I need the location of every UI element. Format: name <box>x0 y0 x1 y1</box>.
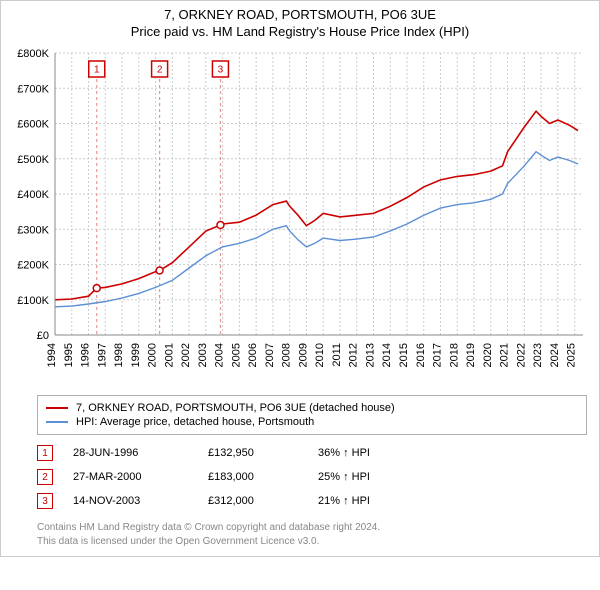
x-axis-label: 1995 <box>63 343 75 367</box>
legend-row: HPI: Average price, detached house, Port… <box>46 415 578 429</box>
x-axis-label: 2017 <box>432 343 444 367</box>
x-axis-label: 2000 <box>147 343 159 367</box>
y-axis-label: £800K <box>17 48 49 60</box>
legend-swatch <box>46 407 68 409</box>
legend-label: 7, ORKNEY ROAD, PORTSMOUTH, PO6 3UE (det… <box>76 402 395 414</box>
x-axis-label: 2018 <box>448 343 460 367</box>
sale-point-dot <box>156 267 163 274</box>
x-axis-label: 2023 <box>532 343 544 367</box>
sales-index-box: 1 <box>37 445 53 461</box>
sales-date: 27-MAR-2000 <box>73 471 188 483</box>
sales-date: 14-NOV-2003 <box>73 495 188 507</box>
y-axis-label: £0 <box>37 330 49 342</box>
sales-vs-hpi: 25% ↑ HPI <box>318 471 418 483</box>
sales-vs-hpi: 36% ↑ HPI <box>318 447 418 459</box>
x-axis-label: 2004 <box>214 343 226 367</box>
sales-index-box: 3 <box>37 493 53 509</box>
footer-line2: This data is licensed under the Open Gov… <box>37 535 587 549</box>
sales-table: 1 28-JUN-1996 £132,950 36% ↑ HPI 2 27-MAR-200… <box>37 441 587 513</box>
x-axis-label: 2022 <box>515 343 527 367</box>
x-axis-label: 2019 <box>465 343 477 367</box>
x-axis-label: 2006 <box>247 343 259 367</box>
x-axis-label: 2016 <box>415 343 427 367</box>
legend-swatch <box>46 421 68 423</box>
y-axis-label: £500K <box>17 154 49 166</box>
x-axis-label: 1994 <box>46 343 58 367</box>
attribution-footer: Contains HM Land Registry data © Crown c… <box>37 521 587 548</box>
x-axis-label: 2013 <box>364 343 376 367</box>
legend-box: 7, ORKNEY ROAD, PORTSMOUTH, PO6 3UE (det… <box>37 395 587 435</box>
title-block: 7, ORKNEY ROAD, PORTSMOUTH, PO6 3UE Pric… <box>1 1 599 43</box>
y-axis-label: £400K <box>17 189 49 201</box>
x-axis-label: 2021 <box>499 343 511 367</box>
sale-point-dot <box>217 222 224 229</box>
x-axis-label: 2024 <box>549 343 561 367</box>
sales-row: 1 28-JUN-1996 £132,950 36% ↑ HPI <box>37 441 587 465</box>
title-subtitle: Price paid vs. HM Land Registry's House … <box>1 24 599 39</box>
x-axis-label: 2003 <box>197 343 209 367</box>
legend-row: 7, ORKNEY ROAD, PORTSMOUTH, PO6 3UE (det… <box>46 401 578 415</box>
x-axis-label: 1996 <box>80 343 92 367</box>
sale-marker-number: 2 <box>157 65 163 76</box>
y-axis-label: £300K <box>17 224 49 236</box>
series-property <box>55 111 578 300</box>
sale-point-dot <box>93 285 100 292</box>
sales-price: £312,000 <box>208 495 298 507</box>
y-axis-label: £600K <box>17 119 49 131</box>
chart-container: 7, ORKNEY ROAD, PORTSMOUTH, PO6 3UE Pric… <box>0 0 600 557</box>
sale-marker-number: 1 <box>94 65 100 76</box>
price-chart-svg: £0 £100K £200K £300K £400K £500K £600K £700K £80… <box>11 47 591 387</box>
x-axis-label: 2011 <box>331 343 343 367</box>
x-axis-label: 2010 <box>314 343 326 367</box>
chart-area: £0 £100K £200K £300K £400K £500K £600K £700K £80… <box>1 43 599 387</box>
footer-line1: Contains HM Land Registry data © Crown c… <box>37 521 587 535</box>
x-axis-label: 2001 <box>163 343 175 367</box>
legend-label: HPI: Average price, detached house, Port… <box>76 416 314 428</box>
x-axis-label: 1998 <box>113 343 125 367</box>
x-axis-label: 2014 <box>381 343 393 367</box>
sales-vs-hpi: 21% ↑ HPI <box>318 495 418 507</box>
y-axis-label: £100K <box>17 295 49 307</box>
x-axis-label: 2005 <box>230 343 242 367</box>
y-axis-label: £200K <box>17 260 49 272</box>
x-axis-label: 2002 <box>180 343 192 367</box>
y-axis-label: £700K <box>17 83 49 95</box>
sales-index-box: 2 <box>37 469 53 485</box>
x-axis-label: 2009 <box>297 343 309 367</box>
x-axis-label: 2015 <box>398 343 410 367</box>
title-address: 7, ORKNEY ROAD, PORTSMOUTH, PO6 3UE <box>1 7 599 22</box>
x-axis-label: 2012 <box>348 343 360 367</box>
x-axis-label: 1999 <box>130 343 142 367</box>
x-axis-label: 2020 <box>482 343 494 367</box>
sales-price: £183,000 <box>208 471 298 483</box>
sales-row: 3 14-NOV-2003 £312,000 21% ↑ HPI <box>37 489 587 513</box>
sales-date: 28-JUN-1996 <box>73 447 188 459</box>
sale-marker-number: 3 <box>218 65 224 76</box>
sales-row: 2 27-MAR-2000 £183,000 25% ↑ HPI <box>37 465 587 489</box>
x-axis-label: 2007 <box>264 343 276 367</box>
x-axis-label: 1997 <box>96 343 108 367</box>
x-axis-label: 2025 <box>566 343 578 367</box>
x-axis-label: 2008 <box>281 343 293 367</box>
sales-price: £132,950 <box>208 447 298 459</box>
